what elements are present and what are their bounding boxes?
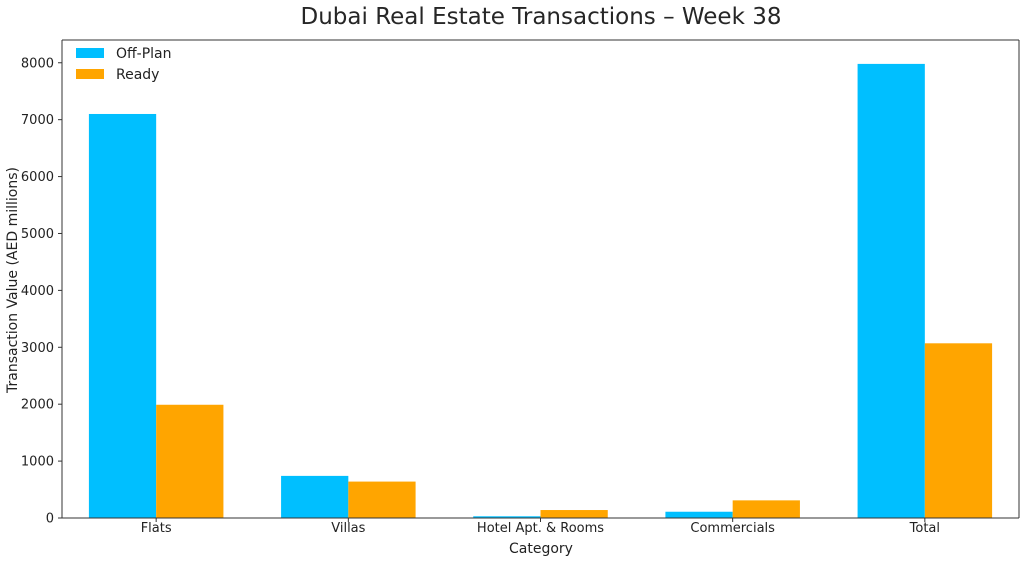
x-tick-label: Total [909, 521, 940, 536]
bar-off-plan-villas [281, 475, 349, 518]
y-tick-label: 0 [46, 512, 54, 527]
x-tick-label: Hotel Apt. & Rooms [477, 521, 604, 536]
bar-off-plan-total [857, 63, 925, 519]
x-tick-label: Commercials [690, 521, 775, 536]
x-tick-label: Villas [331, 521, 365, 536]
y-tick-label: 3000 [21, 341, 54, 356]
y-tick-label: 1000 [21, 455, 54, 470]
legend-label: Off-Plan [116, 46, 172, 62]
bar-ready-flats [156, 404, 224, 518]
bar-ready-commercials [732, 500, 800, 518]
y-tick-label: 7000 [21, 113, 54, 128]
bar-ready-total [924, 343, 993, 518]
x-tick-label: Flats [141, 521, 172, 536]
y-tick-label: 6000 [21, 170, 54, 185]
bars-group [88, 63, 993, 519]
chart-title: Dubai Real Estate Transactions – Week 38 [301, 4, 782, 30]
y-axis-label: Transaction Value (AED millions) [5, 167, 21, 394]
y-tick-label: 8000 [21, 56, 54, 71]
axes-group: 0 1000 2000 3000 4000 5000 6000 7000 8000 Flats Vi… [21, 39, 1020, 536]
y-tick-label: 4000 [21, 284, 54, 299]
legend-swatch-off-plan [76, 48, 104, 58]
y-tick-label: 5000 [21, 227, 54, 242]
y-tick-label: 2000 [21, 398, 54, 413]
bar-ready-hotel-apt-rooms [540, 510, 608, 518]
bar-off-plan-hotel-apt-rooms [473, 516, 541, 518]
bar-ready-villas [348, 481, 416, 518]
legend-label: Ready [116, 67, 159, 83]
x-axis-label: Category [509, 541, 573, 557]
legend: Off-Plan Ready [76, 46, 172, 83]
bar-off-plan-flats [88, 113, 157, 518]
legend-swatch-ready [76, 69, 104, 79]
bar-off-plan-commercials [665, 511, 733, 518]
